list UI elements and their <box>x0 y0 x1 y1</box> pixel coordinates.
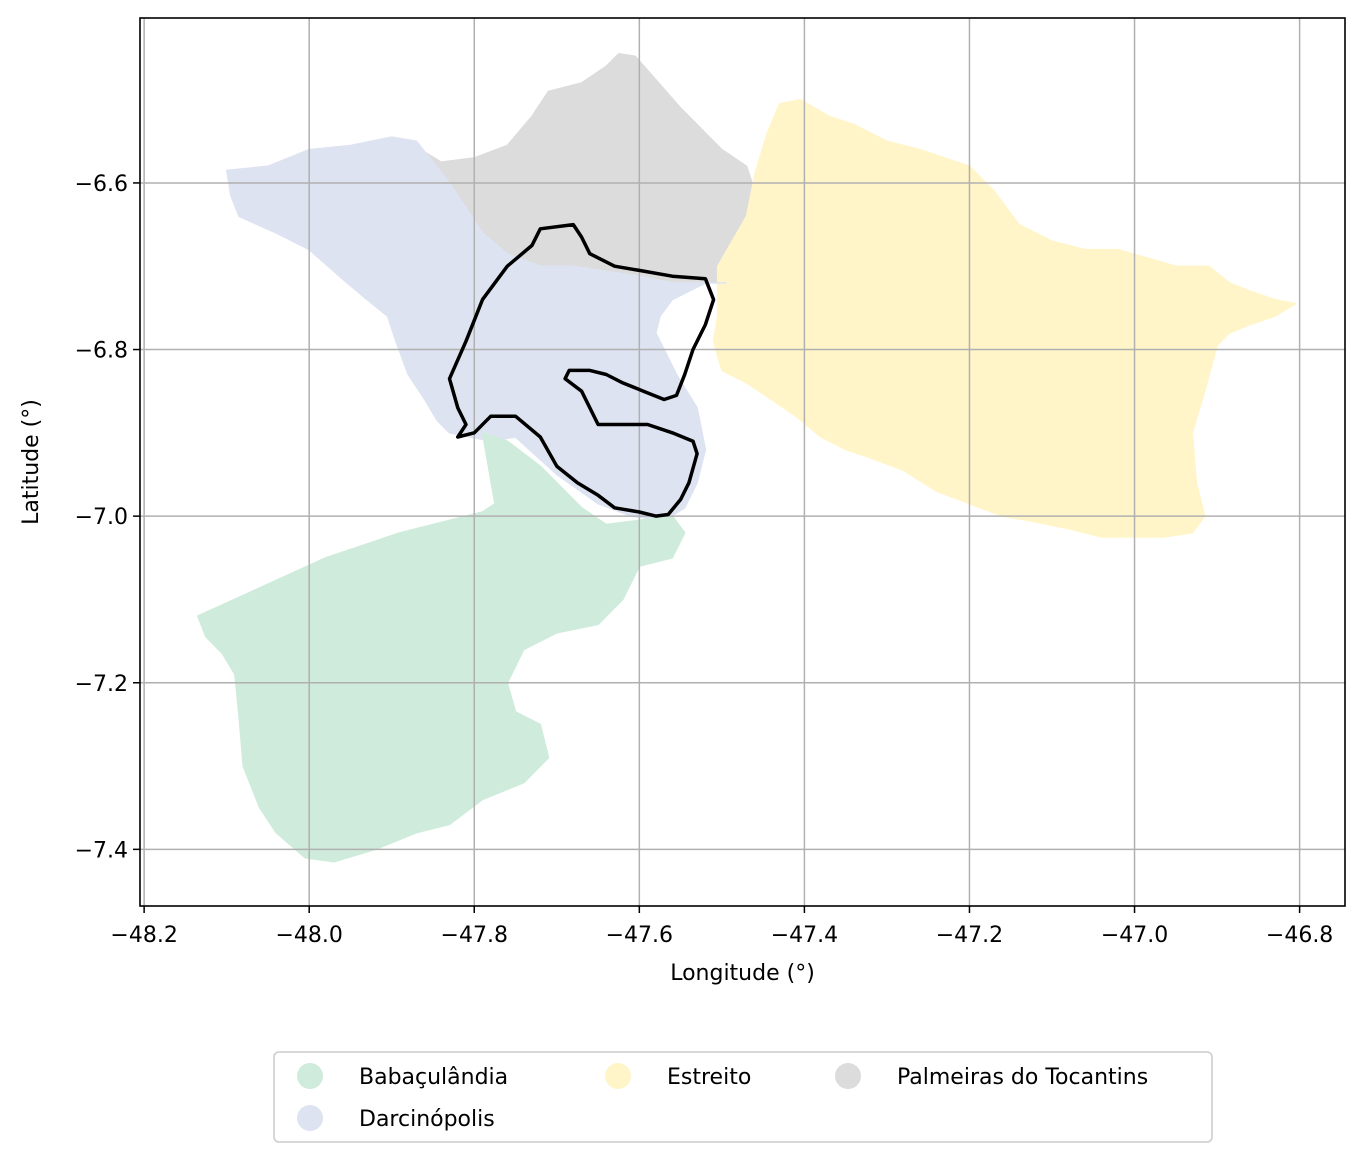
map-layers <box>140 18 1345 906</box>
x-axis-label: Longitude (°) <box>670 961 815 986</box>
y-tick-label: −6.8 <box>75 339 128 364</box>
y-tick-label: −7.0 <box>75 505 128 530</box>
region-baba-ul-ndia[interactable] <box>197 432 686 863</box>
y-tick-label: −7.2 <box>75 672 128 697</box>
legend-box <box>273 1051 1213 1143</box>
region-estreito[interactable] <box>712 98 1297 538</box>
legend-item-estreito[interactable]: Estreito <box>605 1063 751 1090</box>
legend-item-palmeiras-do-tocantins[interactable]: Palmeiras do Tocantins <box>835 1063 1148 1090</box>
x-tick-label: −47.4 <box>771 923 838 948</box>
x-tick-label: −48.2 <box>110 923 177 948</box>
x-tick-label: −47.0 <box>1101 923 1168 948</box>
legend-marker <box>605 1063 631 1089</box>
y-axis-label: Latitude (°) <box>19 399 44 525</box>
legend-marker <box>297 1063 323 1089</box>
legend-label: Darcinópolis <box>359 1107 495 1132</box>
legend-item-darcin-polis[interactable]: Darcinópolis <box>297 1105 495 1132</box>
legend-marker <box>835 1063 861 1089</box>
legend: Babaçulândia Darcinópolis Estreito Palmeira… <box>273 1051 1213 1143</box>
legend-label: Babaçulândia <box>359 1065 508 1090</box>
x-tick-label: −47.6 <box>606 923 673 948</box>
plot-frame <box>139 17 1346 907</box>
study-area-outline[interactable] <box>447 222 716 518</box>
legend-marker <box>297 1105 323 1131</box>
x-tick-label: −48.0 <box>275 923 342 948</box>
legend-label: Palmeiras do Tocantins <box>897 1065 1148 1090</box>
legend-item-baba-ul-ndia[interactable]: Babaçulândia <box>297 1063 508 1090</box>
x-tick-label: −46.8 <box>1266 923 1333 948</box>
grid-lines <box>140 18 1345 906</box>
map-plot: −48.2 −48.0 −47.8 −47.6 −47.4 −47.2 −47.0 −46.8… <box>19 17 1346 1143</box>
y-tick-label: −7.4 <box>75 838 128 863</box>
y-tick-label: −6.6 <box>75 172 128 197</box>
x-tick-label: −47.2 <box>936 923 1003 948</box>
x-tick-label: −47.8 <box>441 923 508 948</box>
legend-label: Estreito <box>667 1065 751 1090</box>
